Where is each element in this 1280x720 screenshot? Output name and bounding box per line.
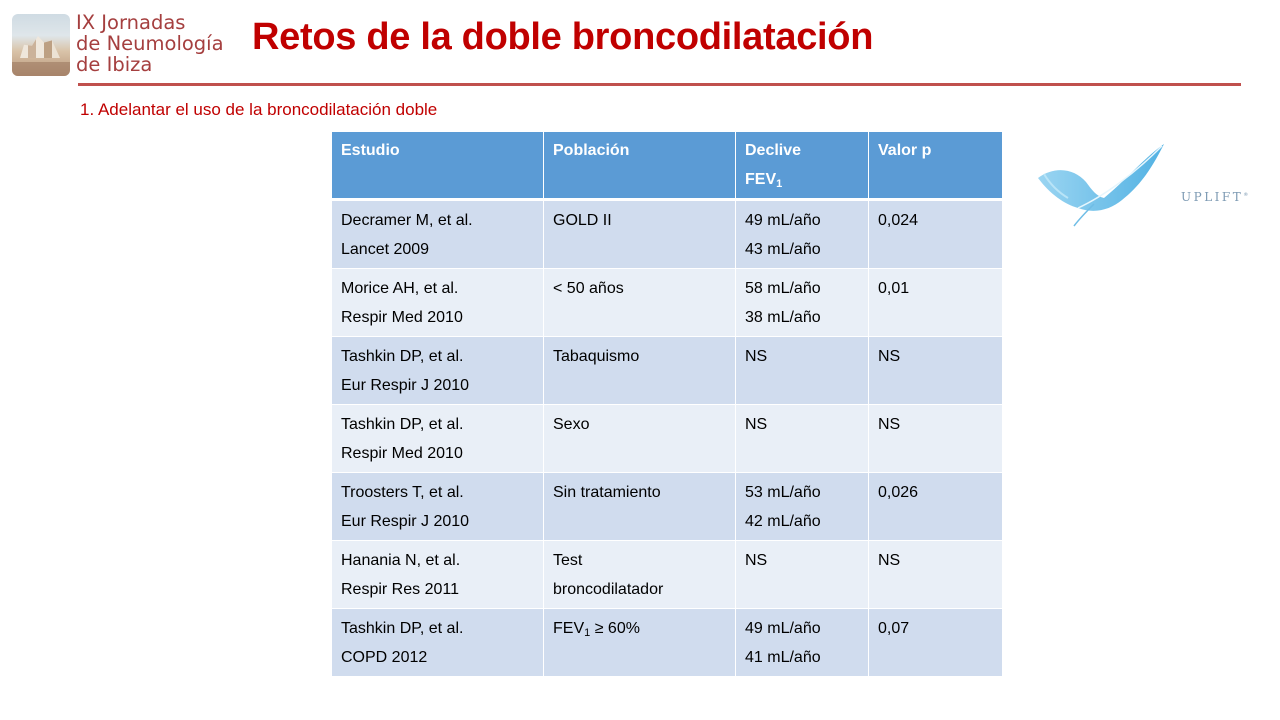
cell-poblacion: Sexo <box>543 404 736 473</box>
declive-value-1: 49 mL/año <box>745 212 821 229</box>
header-fev-text: FEV <box>745 171 777 188</box>
study-journal: Respir Med 2010 <box>341 309 463 326</box>
logo-line: de Ibiza <box>76 53 153 76</box>
header-poblacion: Población <box>543 131 736 201</box>
cell-poblacion: < 50 años <box>543 268 736 337</box>
slide-title: Retos de la doble broncodilatación <box>252 16 874 58</box>
cell-valor-p: 0,07 <box>868 608 1003 677</box>
study-journal: Respir Med 2010 <box>341 445 463 462</box>
declive-value-2: 41 mL/año <box>745 649 821 666</box>
cell-estudio: Morice AH, et al. Respir Med 2010 <box>331 268 544 337</box>
event-logo: IX Jornadas de Neumología de Ibiza <box>12 12 224 76</box>
declive-value-1: 58 mL/año <box>745 280 821 297</box>
declive-value-2: 38 mL/año <box>745 309 821 326</box>
cell-valor-p: 0,024 <box>868 199 1003 269</box>
declive-value-1: 53 mL/año <box>745 484 821 501</box>
uplift-brand-logo: UPLIFT® <box>1181 190 1248 204</box>
cell-estudio: Hanania N, et al. Respir Res 2011 <box>331 540 544 609</box>
declive-value-2: 43 mL/año <box>745 241 821 258</box>
logo-line: de Neumología <box>76 32 224 55</box>
poblacion-fev-subscript: 1 <box>584 627 591 639</box>
cell-poblacion: Test broncodilatador <box>543 540 736 609</box>
header-estudio: Estudio <box>331 131 544 201</box>
cell-poblacion: Sin tratamiento <box>543 472 736 541</box>
table-row: Tashkin DP, et al. COPD 2012 FEV1 ≥ 60% 4… <box>331 608 1003 677</box>
uplift-brand-text: UPLIFT <box>1181 190 1244 204</box>
poblacion-threshold: ≥ 60% <box>590 620 640 637</box>
cell-declive: 49 mL/año 41 mL/año <box>735 608 869 677</box>
cell-valor-p: NS <box>868 404 1003 473</box>
cell-estudio: Tashkin DP, et al. Eur Respir J 2010 <box>331 336 544 405</box>
declive-value-1: NS <box>745 348 768 365</box>
study-journal: COPD 2012 <box>341 649 428 666</box>
declive-value-1: NS <box>745 416 768 433</box>
cell-valor-p: 0,026 <box>868 472 1003 541</box>
header-declive-line1: Declive <box>745 142 802 159</box>
cell-estudio: Tashkin DP, et al. Respir Med 2010 <box>331 404 544 473</box>
study-author: Decramer M, et al. <box>341 212 473 229</box>
study-author: Tashkin DP, et al. <box>341 348 464 365</box>
ibiza-photo-image <box>12 14 70 76</box>
cell-estudio: Troosters T, et al. Eur Respir J 2010 <box>331 472 544 541</box>
study-author: Hanania N, et al. <box>341 552 461 569</box>
table-row: Tashkin DP, et al. Respir Med 2010 Sexo N… <box>331 404 1003 473</box>
study-journal: Eur Respir J 2010 <box>341 513 470 530</box>
cell-declive: 49 mL/año 43 mL/año <box>735 199 869 269</box>
study-journal: Respir Res 2011 <box>341 581 459 598</box>
cell-valor-p: NS <box>868 336 1003 405</box>
table-row: Morice AH, et al. Respir Med 2010 < 50 añ… <box>331 268 1003 337</box>
trademark-mark: ® <box>1243 192 1249 198</box>
study-author: Morice AH, et al. <box>341 280 459 297</box>
table-row: Hanania N, et al. Respir Res 2011 Test bro… <box>331 540 1003 609</box>
declive-value-2: 42 mL/año <box>745 513 821 530</box>
study-author: Tashkin DP, et al. <box>341 620 464 637</box>
table-row: Troosters T, et al. Eur Respir J 2010 Sin… <box>331 472 1003 541</box>
cell-valor-p: NS <box>868 540 1003 609</box>
declive-value-1: NS <box>745 552 768 569</box>
cell-declive: NS <box>735 540 869 609</box>
cell-poblacion: FEV1 ≥ 60% <box>543 608 736 677</box>
cell-declive: NS <box>735 336 869 405</box>
poblacion-line-2: broncodilatador <box>553 581 664 598</box>
poblacion-fev-text: FEV <box>553 620 585 637</box>
title-divider <box>78 83 1241 86</box>
table-header-row: Estudio Población Declive FEV1 Valor p <box>331 131 1003 201</box>
cell-declive: NS <box>735 404 869 473</box>
cell-valor-p: 0,01 <box>868 268 1003 337</box>
study-author: Troosters T, et al. <box>341 484 464 501</box>
header-declive-line2: FEV1 <box>745 165 860 194</box>
poblacion-line-1: Test <box>553 552 583 569</box>
study-journal: Eur Respir J 2010 <box>341 377 470 394</box>
slide-subtitle: 1. Adelantar el uso de la broncodilataci… <box>80 100 438 119</box>
header-declive-fev1: Declive FEV1 <box>735 131 869 201</box>
table-row: Decramer M, et al. Lancet 2009 GOLD II 49… <box>331 199 1003 269</box>
cell-estudio: Decramer M, et al. Lancet 2009 <box>331 199 544 269</box>
cell-poblacion: Tabaquismo <box>543 336 736 405</box>
cell-declive: 58 mL/año 38 mL/año <box>735 268 869 337</box>
logo-line: IX Jornadas <box>76 11 186 34</box>
cell-estudio: Tashkin DP, et al. COPD 2012 <box>331 608 544 677</box>
study-journal: Lancet 2009 <box>341 241 430 258</box>
feather-icon <box>1038 144 1164 227</box>
table-row: Tashkin DP, et al. Eur Respir J 2010 Taba… <box>331 336 1003 405</box>
event-logo-text: IX Jornadas de Neumología de Ibiza <box>76 12 224 75</box>
cell-poblacion: GOLD II <box>543 199 736 269</box>
header-fev-subscript: 1 <box>776 178 783 190</box>
study-author: Tashkin DP, et al. <box>341 416 464 433</box>
header-valor-p: Valor p <box>868 131 1003 201</box>
declive-value-1: 49 mL/año <box>745 620 821 637</box>
cell-declive: 53 mL/año 42 mL/año <box>735 472 869 541</box>
studies-table: Estudio Población Declive FEV1 Valor p D… <box>331 131 1003 677</box>
